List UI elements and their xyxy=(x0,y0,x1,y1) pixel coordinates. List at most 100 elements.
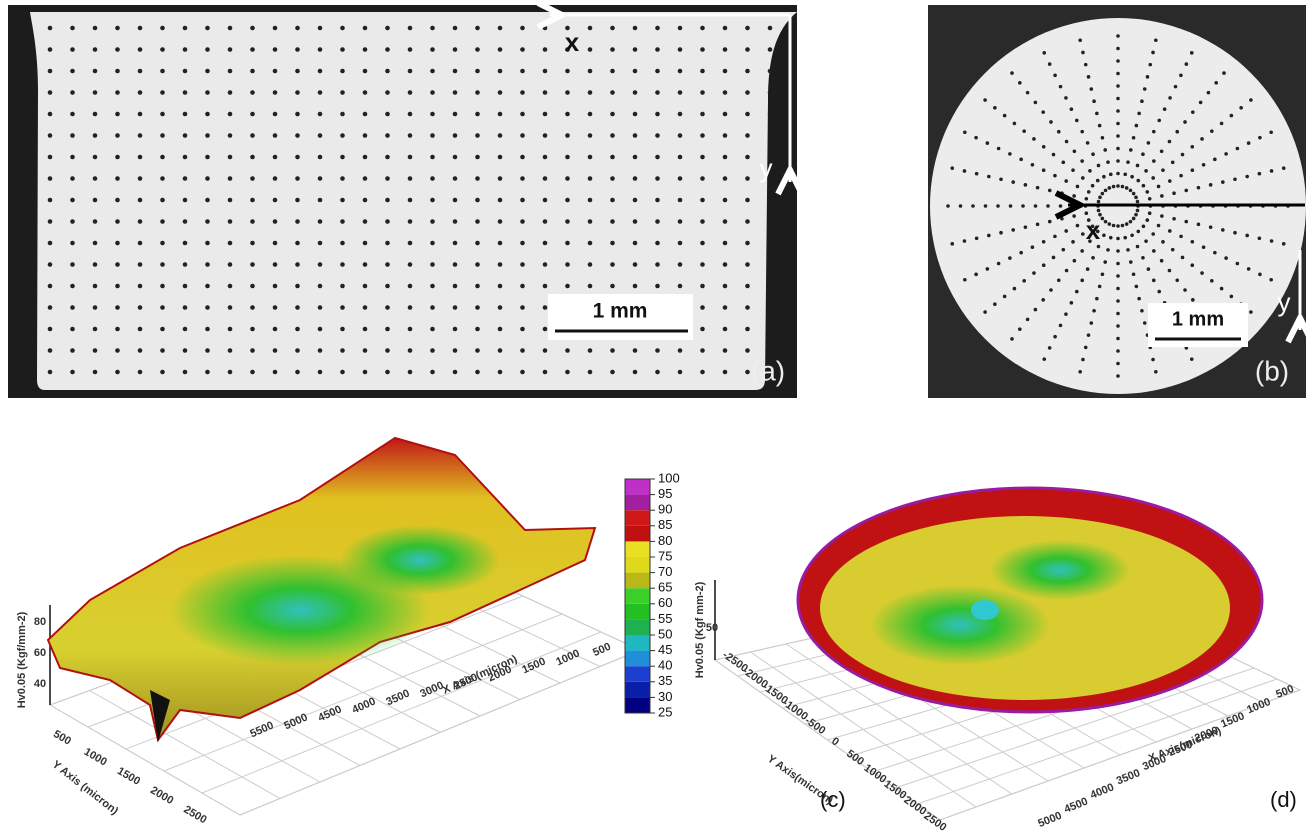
indent xyxy=(1129,148,1133,152)
tick-label: 3500 xyxy=(1115,767,1142,787)
indent xyxy=(1171,248,1175,252)
indent xyxy=(1135,285,1139,289)
indent xyxy=(1160,214,1164,218)
indent xyxy=(1258,236,1262,240)
indent xyxy=(999,231,1003,235)
indent xyxy=(1018,327,1022,331)
indent xyxy=(1141,256,1145,260)
indent xyxy=(1026,91,1030,95)
indent xyxy=(1078,38,1082,42)
indent xyxy=(1152,279,1156,283)
indent xyxy=(1202,245,1206,249)
tick-label: 1000 xyxy=(554,647,581,668)
indent xyxy=(1075,119,1079,123)
indent xyxy=(1081,51,1085,55)
low-hardness-region xyxy=(990,540,1130,600)
indent xyxy=(1202,163,1206,167)
indent xyxy=(1282,166,1286,170)
colorbar-band xyxy=(625,682,650,698)
indent xyxy=(1087,333,1091,337)
panel-a: x y 1 mm (a) xyxy=(8,5,800,398)
indent xyxy=(1116,72,1120,76)
indent xyxy=(993,106,997,110)
colorbar-band xyxy=(625,651,650,667)
indent xyxy=(1080,159,1084,163)
indent xyxy=(1249,98,1253,102)
indent xyxy=(1087,190,1091,194)
indent xyxy=(1116,224,1120,228)
indent xyxy=(1101,217,1105,221)
indent xyxy=(996,204,1000,208)
indent xyxy=(1048,189,1052,193)
indent xyxy=(1236,262,1240,266)
indent xyxy=(1072,194,1076,198)
tick-label: 1000 xyxy=(82,746,109,769)
indent xyxy=(1036,223,1040,227)
indent xyxy=(1116,172,1120,176)
indent xyxy=(1183,288,1187,292)
indent xyxy=(1102,233,1106,237)
indent xyxy=(1126,160,1130,164)
indent xyxy=(1249,310,1253,314)
indent xyxy=(1175,130,1179,134)
indent xyxy=(1152,130,1156,134)
indent xyxy=(963,239,967,243)
tick-label: 3500 xyxy=(384,687,411,708)
indent xyxy=(1132,272,1136,276)
scale-bar-text: 1 mm xyxy=(593,300,648,323)
indent xyxy=(1269,130,1273,134)
tick-label: 4500 xyxy=(1062,796,1089,816)
indent xyxy=(1191,168,1195,172)
colorbar-band xyxy=(625,526,650,542)
indent xyxy=(1036,186,1040,190)
indent xyxy=(1091,184,1095,188)
indent xyxy=(1075,290,1079,294)
tick-label: 500 xyxy=(591,641,613,659)
indent xyxy=(1013,122,1017,126)
indent xyxy=(1210,279,1214,283)
indent xyxy=(974,273,978,277)
indent xyxy=(1031,163,1035,167)
colorbar-band xyxy=(625,666,650,682)
indent xyxy=(1116,237,1120,241)
indent xyxy=(1151,358,1155,362)
indent xyxy=(1057,130,1061,134)
indent xyxy=(1116,134,1120,138)
indent xyxy=(1081,176,1085,180)
indent xyxy=(959,204,963,208)
indent xyxy=(1174,85,1178,89)
indent xyxy=(1134,196,1138,200)
indent xyxy=(1070,107,1074,111)
indent xyxy=(1157,119,1161,123)
indent xyxy=(1096,179,1100,183)
indent xyxy=(1270,239,1274,243)
indent xyxy=(1034,204,1038,208)
indent xyxy=(1191,110,1195,114)
colorbar-band xyxy=(625,510,650,526)
indent xyxy=(1061,161,1065,165)
panel-label: (d) xyxy=(1270,787,1297,812)
indent xyxy=(1175,278,1179,282)
indent xyxy=(1132,192,1136,196)
colorbar-tick-label: 45 xyxy=(658,642,672,657)
indent xyxy=(1011,180,1015,184)
indent xyxy=(1221,180,1225,184)
indent xyxy=(1144,239,1148,243)
indent xyxy=(1116,349,1120,353)
indent xyxy=(1116,84,1120,88)
indent xyxy=(1104,189,1108,193)
tick-label: 5000 xyxy=(1036,810,1063,830)
indent xyxy=(987,175,991,179)
indent xyxy=(1154,38,1158,42)
indent xyxy=(1179,74,1183,78)
indent xyxy=(1026,318,1030,322)
indent xyxy=(1116,374,1120,378)
indent xyxy=(1132,136,1136,140)
indent xyxy=(1197,223,1201,227)
indent xyxy=(1087,75,1091,79)
indent xyxy=(1053,235,1057,239)
indent xyxy=(1130,233,1134,237)
indent xyxy=(1230,295,1234,299)
indent xyxy=(986,141,990,145)
indent xyxy=(1143,87,1147,91)
